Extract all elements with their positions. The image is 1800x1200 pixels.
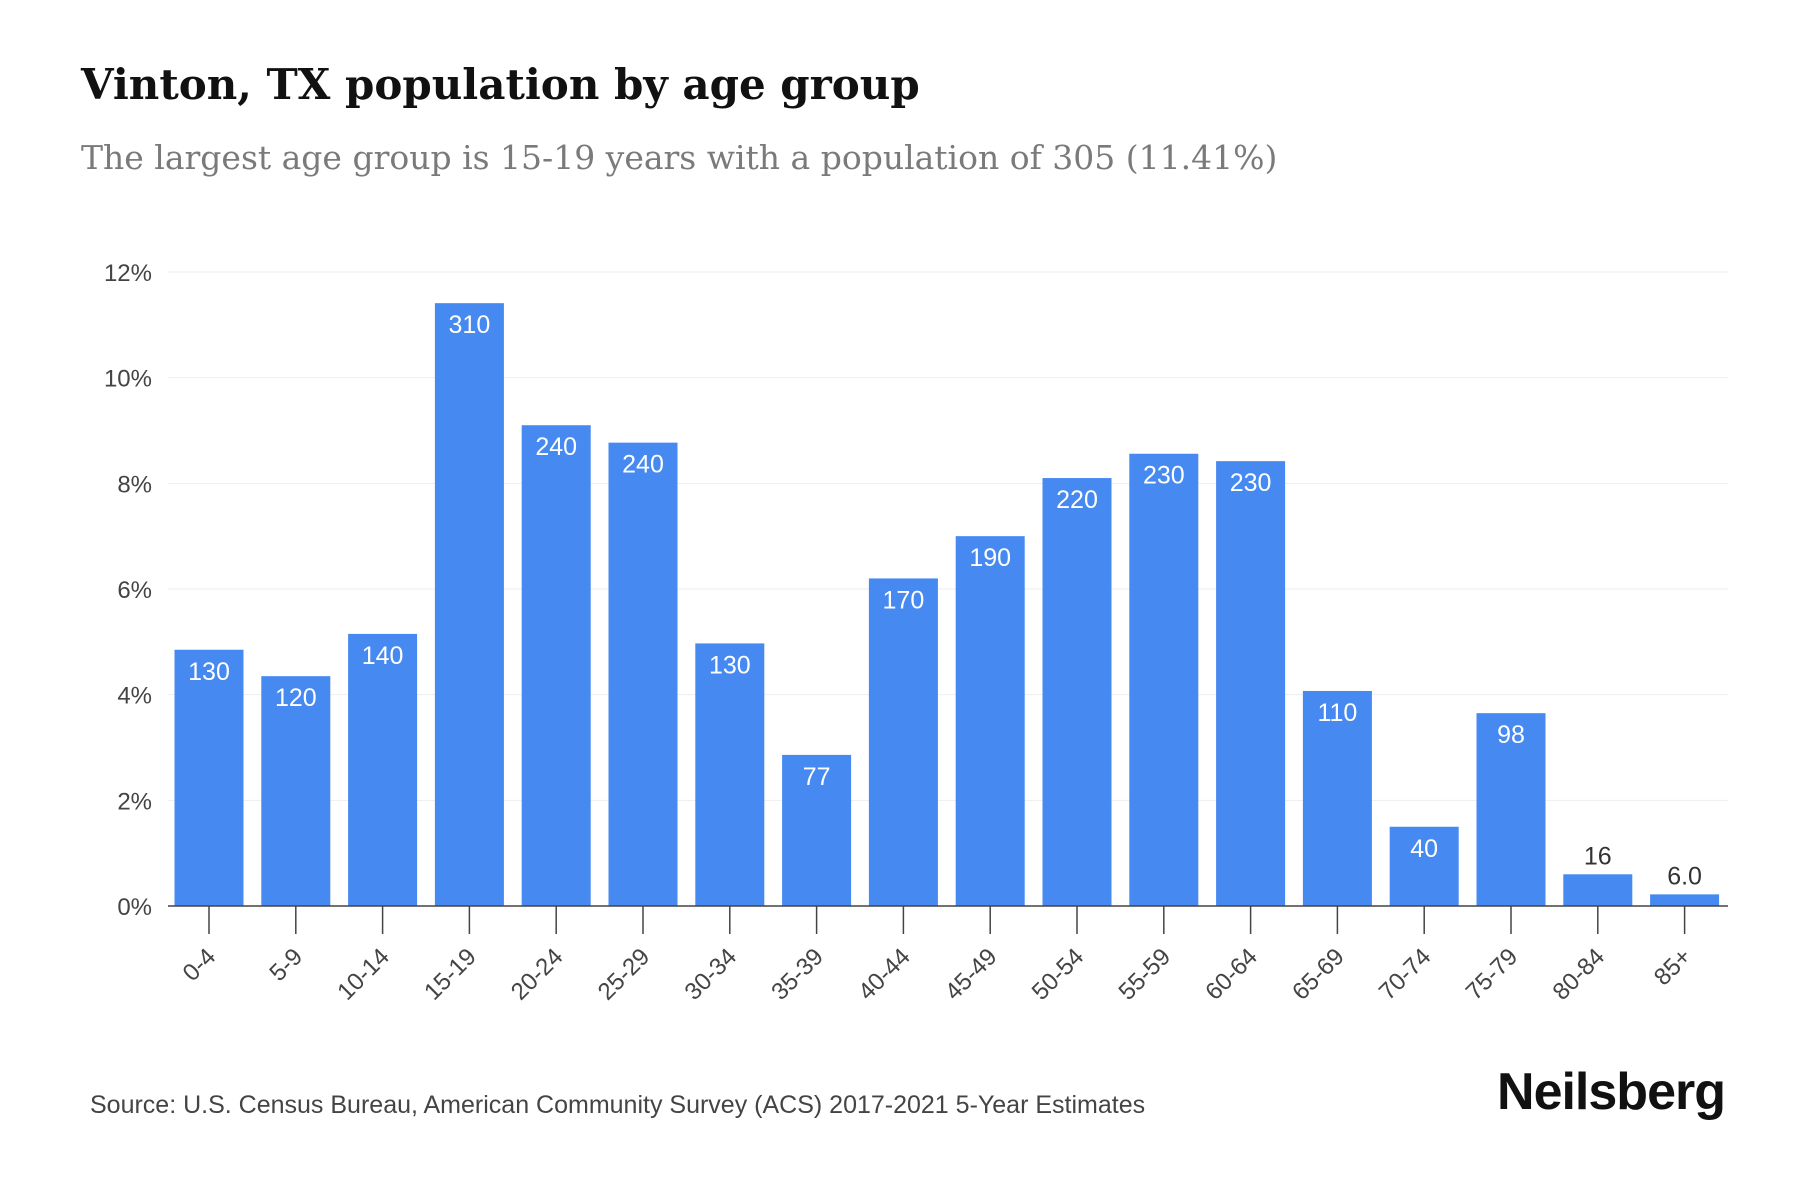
bar xyxy=(1563,874,1633,906)
bar-value-label: 6.0 xyxy=(1667,862,1702,890)
y-tick-label: 0% xyxy=(117,894,152,921)
bar xyxy=(261,676,331,906)
bar-value-label: 40 xyxy=(1410,835,1438,863)
x-tick-label: 45-49 xyxy=(940,943,1003,1006)
bar xyxy=(174,649,244,906)
y-tick-label: 4% xyxy=(117,683,152,710)
bar-value-label: 230 xyxy=(1230,469,1272,497)
brand-logo: Neilsberg xyxy=(1497,1063,1726,1121)
y-tick-label: 6% xyxy=(117,577,152,604)
x-tick-label: 5-9 xyxy=(264,943,308,987)
bar xyxy=(348,633,418,906)
x-tick-label: 15-19 xyxy=(419,943,482,1006)
bar-value-label: 220 xyxy=(1056,486,1098,514)
bar-value-label: 16 xyxy=(1584,842,1612,870)
bar xyxy=(608,442,678,906)
x-tick-label: 75-79 xyxy=(1461,943,1524,1006)
x-tick-label: 25-29 xyxy=(593,943,656,1006)
y-tick-label: 8% xyxy=(117,471,152,498)
bar-value-label: 130 xyxy=(188,658,230,686)
bar-value-label: 170 xyxy=(883,586,925,614)
x-tick-label: 85+ xyxy=(1649,943,1697,991)
y-tick-label: 10% xyxy=(104,366,152,393)
chart-title: Vinton, TX population by age group xyxy=(81,60,920,109)
x-tick-label: 80-84 xyxy=(1548,943,1611,1006)
bar-value-label: 120 xyxy=(275,684,317,712)
bar-value-label: 190 xyxy=(969,544,1011,572)
x-tick-label: 10-14 xyxy=(332,943,395,1006)
y-tick-label: 12% xyxy=(104,260,152,287)
bar-value-label: 240 xyxy=(535,433,577,461)
bar xyxy=(695,643,765,906)
x-tick-label: 50-54 xyxy=(1027,943,1090,1006)
bar xyxy=(1650,894,1720,906)
bar-value-label: 77 xyxy=(803,763,831,791)
x-tick-label: 55-59 xyxy=(1114,943,1177,1006)
bar-value-label: 130 xyxy=(709,651,751,679)
x-tick-label: 65-69 xyxy=(1287,943,1350,1006)
bar xyxy=(1476,713,1546,906)
bar-value-label: 110 xyxy=(1317,699,1357,727)
bar-value-label: 140 xyxy=(362,642,404,670)
x-tick-label: 0-4 xyxy=(178,943,222,987)
bar-value-label: 240 xyxy=(622,451,664,479)
x-tick-label: 60-64 xyxy=(1200,943,1263,1006)
bar-value-label: 310 xyxy=(449,311,491,339)
x-tick-label: 40-44 xyxy=(853,943,916,1006)
bar-value-label: 98 xyxy=(1497,721,1525,749)
bar-value-label: 230 xyxy=(1143,462,1185,490)
x-tick-label: 20-24 xyxy=(506,943,569,1006)
bar xyxy=(1042,478,1112,906)
y-tick-label: 2% xyxy=(117,788,152,815)
bar xyxy=(1129,453,1199,906)
bar xyxy=(955,536,1025,906)
bar xyxy=(521,425,591,906)
x-tick-label: 70-74 xyxy=(1374,943,1437,1006)
bar xyxy=(1389,826,1459,906)
x-tick-label: 35-39 xyxy=(766,943,829,1006)
x-tick-label: 30-34 xyxy=(680,943,743,1006)
bar xyxy=(434,303,504,907)
source-note: Source: U.S. Census Bureau, American Com… xyxy=(90,1091,1146,1119)
bar xyxy=(1216,461,1286,906)
chart-subtitle: The largest age group is 15-19 years wit… xyxy=(81,138,1278,177)
bar xyxy=(1302,690,1372,906)
bar xyxy=(782,754,852,906)
bar xyxy=(868,578,938,906)
